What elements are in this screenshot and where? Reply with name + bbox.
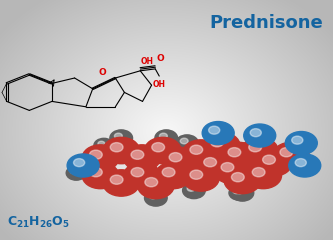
Circle shape <box>289 154 321 177</box>
Circle shape <box>196 152 233 179</box>
Circle shape <box>138 172 174 199</box>
Circle shape <box>202 121 234 144</box>
Circle shape <box>149 193 157 199</box>
Circle shape <box>221 162 234 172</box>
Circle shape <box>180 138 188 144</box>
Circle shape <box>131 168 144 177</box>
Circle shape <box>162 147 198 174</box>
Circle shape <box>273 142 309 169</box>
Circle shape <box>155 130 177 146</box>
Circle shape <box>224 167 261 194</box>
Circle shape <box>124 145 160 171</box>
Circle shape <box>182 182 205 199</box>
Circle shape <box>208 126 220 134</box>
Circle shape <box>231 173 244 182</box>
Circle shape <box>255 150 292 176</box>
Circle shape <box>98 141 105 146</box>
Text: OH: OH <box>141 57 154 66</box>
Circle shape <box>74 159 85 167</box>
Circle shape <box>160 133 167 139</box>
Circle shape <box>103 170 140 196</box>
Text: O: O <box>99 68 106 77</box>
Circle shape <box>90 150 102 159</box>
Circle shape <box>110 175 123 184</box>
Circle shape <box>233 189 240 194</box>
Circle shape <box>252 168 265 177</box>
Circle shape <box>244 124 276 147</box>
Circle shape <box>155 162 191 189</box>
Circle shape <box>214 157 250 184</box>
Circle shape <box>203 132 240 159</box>
Circle shape <box>82 162 119 189</box>
Circle shape <box>131 150 144 159</box>
Circle shape <box>263 155 275 164</box>
Circle shape <box>187 186 195 191</box>
Text: Prednisone: Prednisone <box>209 14 323 32</box>
Circle shape <box>66 166 86 180</box>
Circle shape <box>169 153 182 162</box>
Circle shape <box>221 142 257 169</box>
Circle shape <box>204 158 216 167</box>
Circle shape <box>250 129 261 137</box>
Circle shape <box>285 132 317 155</box>
Circle shape <box>115 133 122 139</box>
Circle shape <box>110 143 123 152</box>
Circle shape <box>90 168 102 177</box>
Circle shape <box>145 178 158 187</box>
Circle shape <box>229 186 249 200</box>
Circle shape <box>241 137 278 164</box>
Circle shape <box>211 138 223 147</box>
Circle shape <box>292 136 303 144</box>
Circle shape <box>176 135 198 151</box>
Circle shape <box>94 138 114 153</box>
Circle shape <box>280 148 293 157</box>
Circle shape <box>124 162 160 189</box>
Circle shape <box>190 145 203 154</box>
Circle shape <box>162 168 175 177</box>
Circle shape <box>249 143 262 152</box>
Text: O: O <box>157 54 165 63</box>
Circle shape <box>245 162 281 189</box>
Text: $\mathregular{C_{21}H_{26}O_5}$: $\mathregular{C_{21}H_{26}O_5}$ <box>7 215 70 230</box>
Circle shape <box>110 130 133 146</box>
Circle shape <box>145 190 167 206</box>
Circle shape <box>145 137 181 164</box>
Circle shape <box>228 148 241 157</box>
Text: OH: OH <box>153 80 166 89</box>
Circle shape <box>190 170 203 179</box>
Circle shape <box>182 165 219 191</box>
Circle shape <box>103 137 140 164</box>
Circle shape <box>152 143 165 152</box>
Circle shape <box>236 188 243 194</box>
Circle shape <box>182 140 219 166</box>
Circle shape <box>67 154 99 177</box>
Circle shape <box>82 145 119 171</box>
Circle shape <box>295 159 306 167</box>
Circle shape <box>231 185 254 201</box>
Circle shape <box>70 169 77 174</box>
